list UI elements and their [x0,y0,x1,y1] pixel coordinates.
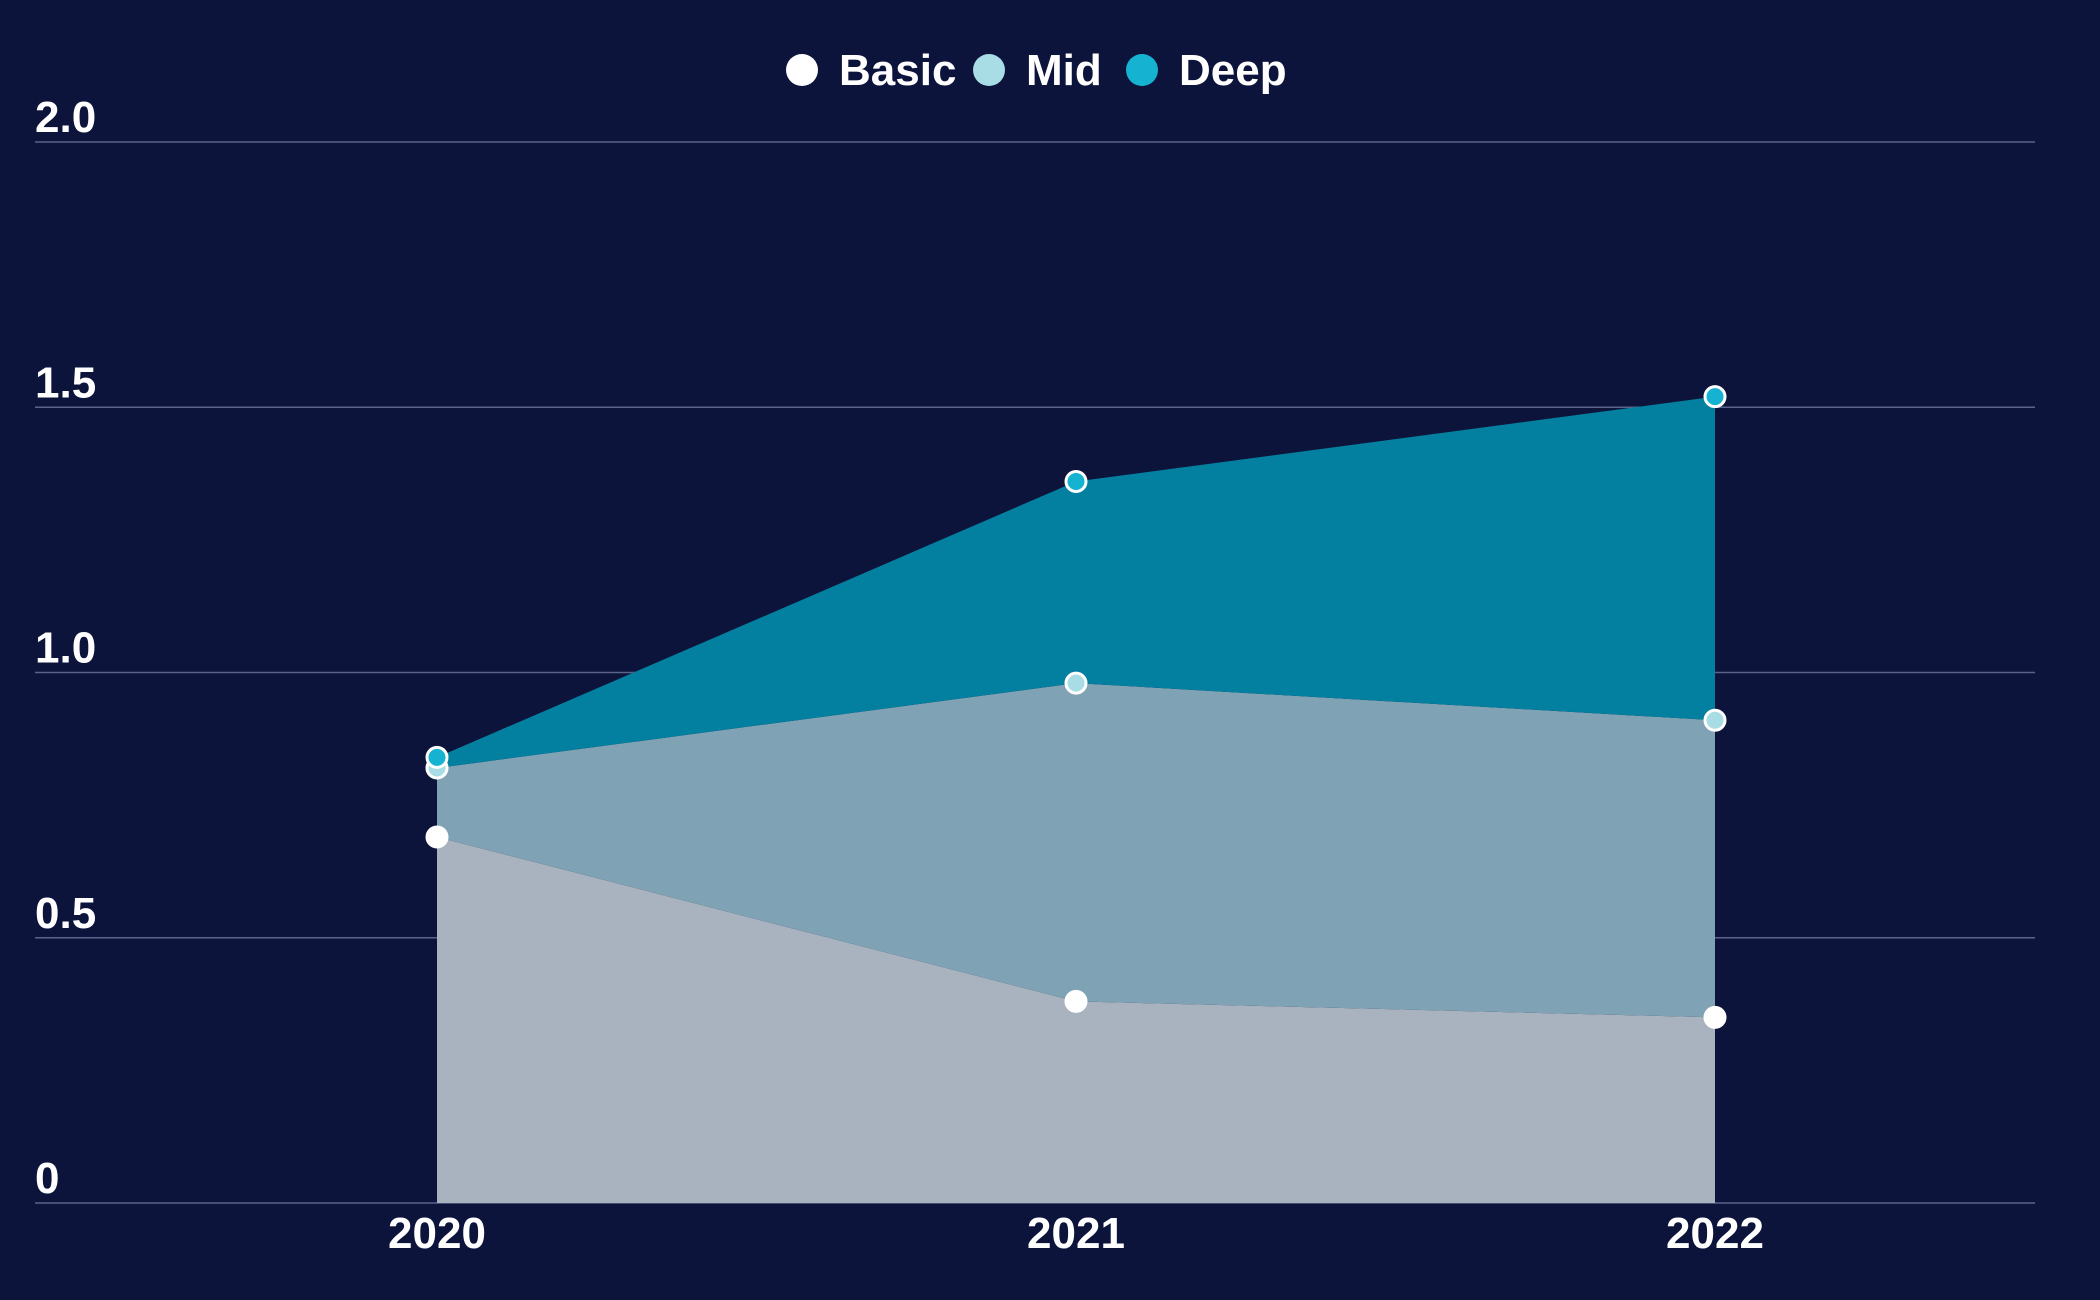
x-tick-label: 2021 [1027,1209,1125,1258]
y-tick-label: 1.0 [35,624,96,673]
y-tick-label: 0.5 [35,889,96,938]
legend-marker-deep [1126,54,1158,86]
point-mid-2021[interactable] [1064,671,1088,695]
point-deep-2021[interactable] [1064,470,1088,494]
area-series [437,396,1715,1203]
legend: Basic Mid Deep [786,46,1287,95]
area-mid [437,683,1715,1018]
data-points [425,385,1727,1029]
legend-label-basic: Basic [839,46,956,95]
point-basic-2022[interactable] [1703,1005,1727,1029]
point-basic-2021[interactable] [1064,989,1088,1013]
y-tick-label: 2.0 [35,93,96,142]
x-tick-label: 2022 [1666,1209,1764,1258]
legend-marker-mid [973,54,1005,86]
point-basic-2020[interactable] [425,825,449,849]
y-axis-ticks: 0 0.5 1.0 1.5 2.0 [35,93,96,1203]
point-deep-2020[interactable] [425,745,449,769]
y-tick-label: 1.5 [35,358,96,407]
legend-label-deep: Deep [1179,46,1287,95]
area-basic [437,836,1715,1203]
point-deep-2022[interactable] [1703,385,1727,409]
legend-label-mid: Mid [1026,46,1102,95]
x-axis-ticks: 2020 2021 2022 [388,1209,1764,1258]
point-mid-2022[interactable] [1703,708,1727,732]
y-tick-label: 0 [35,1154,59,1203]
legend-marker-basic [786,54,818,86]
x-tick-label: 2020 [388,1209,486,1258]
area-deep [437,396,1715,768]
